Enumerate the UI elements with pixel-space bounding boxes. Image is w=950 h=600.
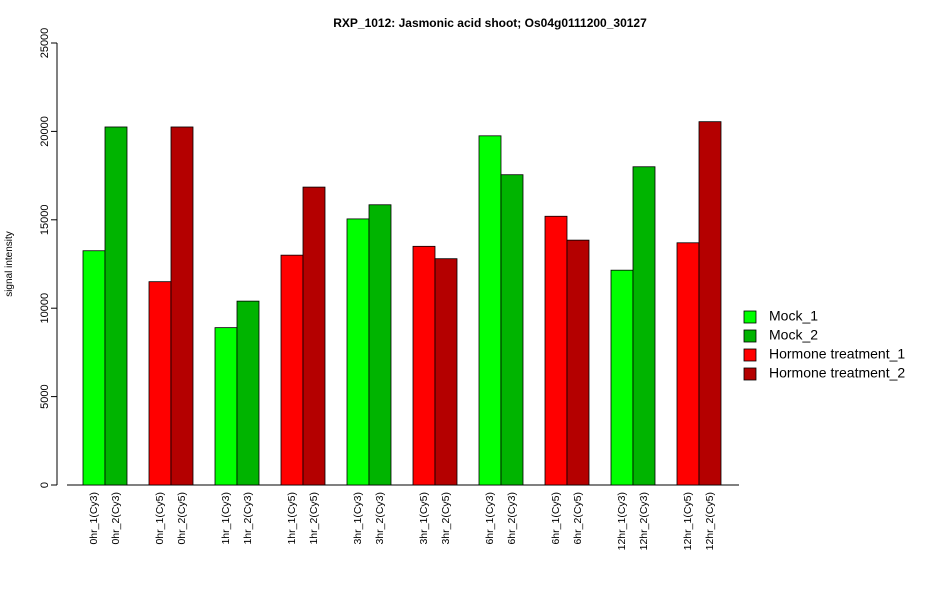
bar <box>368 204 392 486</box>
legend-swatch <box>743 329 757 343</box>
y-tick-label: 0 <box>39 482 51 488</box>
x-tick-label: 1hr_2(Cy3) <box>242 492 254 545</box>
legend-swatch <box>743 310 757 324</box>
bar <box>302 186 326 486</box>
x-tick-label: 6hr_1(Cy5) <box>550 492 562 545</box>
legend-label: Hormone treatment_2 <box>769 365 905 381</box>
bar <box>610 269 634 486</box>
bar <box>434 258 458 486</box>
bar <box>412 245 436 486</box>
bar <box>566 239 590 486</box>
legend-label: Hormone treatment_1 <box>769 346 905 362</box>
legend-label: Mock_1 <box>769 308 818 324</box>
y-tick-label: 20000 <box>39 116 51 147</box>
bar <box>236 300 260 486</box>
x-tick-label: 3hr_1(Cy5) <box>418 492 430 545</box>
x-tick-label: 1hr_2(Cy5) <box>308 492 320 545</box>
x-tick-label: 12hr_2(Cy5) <box>704 492 716 550</box>
x-tick-label: 1hr_1(Cy5) <box>286 492 298 545</box>
bar <box>104 126 128 486</box>
x-tick-label: 0hr_1(Cy3) <box>88 492 100 545</box>
y-tick-label: 10000 <box>39 293 51 324</box>
bar <box>478 135 502 486</box>
y-tick-label: 5000 <box>39 384 51 408</box>
legend: Mock_1 Mock_2 Hormone treatment_1 Hormone t… <box>743 308 905 381</box>
y-axis: 0 5000 10000 15000 20000 25000 <box>39 28 58 488</box>
bar <box>676 242 700 486</box>
x-tick-label: 3hr_1(Cy3) <box>352 492 364 545</box>
x-tick-label: 6hr_2(Cy5) <box>572 492 584 545</box>
y-axis-label: signal intensity <box>4 231 15 297</box>
bars-group <box>82 121 722 486</box>
x-tick-label: 0hr_2(Cy5) <box>176 492 188 545</box>
legend-swatch <box>743 348 757 362</box>
bar <box>214 327 238 486</box>
x-tick-label: 3hr_2(Cy3) <box>374 492 386 545</box>
bar <box>346 218 370 486</box>
bar <box>82 250 106 486</box>
x-tick-label: 0hr_2(Cy3) <box>110 492 122 545</box>
bar <box>280 254 304 486</box>
x-tick-label: 12hr_1(Cy3) <box>616 492 628 550</box>
bar <box>148 281 172 486</box>
chart-title: RXP_1012: Jasmonic acid shoot; Os04g0111… <box>333 16 647 30</box>
bar <box>632 166 656 486</box>
x-tick-label: 0hr_1(Cy5) <box>154 492 166 545</box>
x-tick-label: 6hr_1(Cy3) <box>484 492 496 545</box>
x-tick-label: 3hr_2(Cy5) <box>440 492 452 545</box>
x-tick-label: 12hr_1(Cy5) <box>682 492 694 550</box>
y-tick-label: 25000 <box>39 28 51 59</box>
x-tick-labels: 0hr_1(Cy3) 0hr_2(Cy3) 0hr_1(Cy5) 0hr_2(Cy5)… <box>88 492 716 550</box>
bar <box>544 215 568 486</box>
bar <box>698 121 722 486</box>
legend-swatch <box>743 367 757 381</box>
bar <box>500 174 524 486</box>
legend-label: Mock_2 <box>769 327 818 343</box>
bar <box>170 126 194 486</box>
y-tick-label: 15000 <box>39 205 51 236</box>
x-tick-label: 6hr_2(Cy3) <box>506 492 518 545</box>
x-tick-label: 1hr_1(Cy3) <box>220 492 232 545</box>
x-tick-label: 12hr_2(Cy3) <box>638 492 650 550</box>
